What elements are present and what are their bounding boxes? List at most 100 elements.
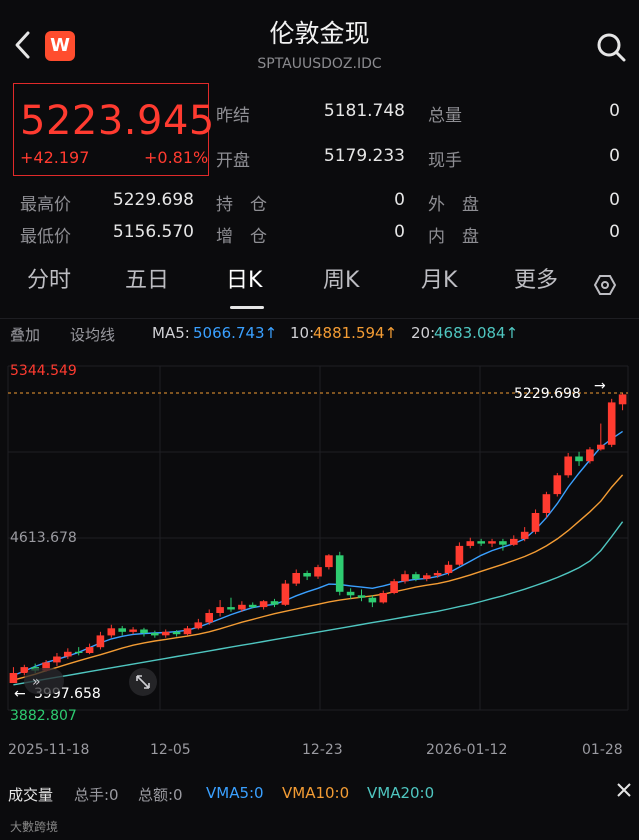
- candle-body: [248, 604, 257, 608]
- candle: [357, 589, 366, 602]
- candle-body: [151, 633, 159, 636]
- candle-body: [575, 456, 583, 462]
- price-box: [13, 83, 209, 176]
- expand-chart-button[interactable]: [129, 668, 157, 696]
- candle-body: [96, 635, 105, 648]
- candle: [401, 570, 409, 584]
- candle-body: [466, 541, 475, 546]
- set-ma-button[interactable]: 设均线: [70, 326, 116, 344]
- candle-body: [292, 573, 300, 584]
- y-axis-mid-label: 4613.678: [10, 530, 77, 546]
- candle-body: [607, 402, 616, 445]
- candle: [96, 631, 105, 650]
- overlay-button[interactable]: 叠加: [10, 326, 41, 344]
- candle-body: [183, 628, 192, 635]
- candle-body: [194, 622, 203, 629]
- candle-body: [335, 555, 344, 592]
- volume-title: 成交量: [8, 786, 54, 804]
- candle-body: [357, 595, 366, 598]
- candle: [325, 554, 333, 570]
- candle: [118, 625, 126, 636]
- back-button[interactable]: [12, 30, 34, 64]
- current-hand-value: 0: [609, 146, 620, 166]
- candle: [194, 618, 203, 630]
- candle-body: [107, 628, 116, 636]
- scroll-left-button[interactable]: »: [24, 668, 64, 694]
- y-axis-bottom-label: 3882.807: [10, 708, 77, 724]
- candle: [379, 590, 388, 604]
- candle-body: [161, 631, 170, 636]
- candle: [444, 561, 453, 576]
- search-icon: [597, 33, 626, 62]
- max-arrow-icon: →: [594, 378, 606, 394]
- candle-body: [74, 651, 83, 653]
- candlestick-chart[interactable]: 5344.549 4613.678 3882.807 5229.698 → ← …: [0, 352, 639, 760]
- candle: [564, 452, 572, 478]
- candle: [281, 580, 290, 606]
- candle-body: [379, 593, 388, 603]
- candle: [466, 537, 475, 549]
- double-chevron-icon: »: [32, 674, 41, 690]
- candle: [259, 600, 268, 610]
- candle-body: [140, 629, 148, 633]
- candle-body: [531, 513, 540, 532]
- ma20-label: 20:: [411, 324, 436, 342]
- outer-label: 外 盘: [428, 195, 479, 215]
- x-tick-label: 12-23: [302, 742, 343, 758]
- open-label: 开盘: [216, 151, 250, 171]
- candle: [248, 602, 257, 609]
- y-axis-top-label: 5344.549: [10, 363, 77, 379]
- open-value: 5179.233: [323, 146, 405, 166]
- ma5-value: 5066.743↑: [193, 324, 278, 342]
- total-volume-value: 0: [609, 101, 620, 121]
- tab-monthly-k[interactable]: 月K: [421, 268, 458, 293]
- tab-more[interactable]: 更多: [514, 268, 559, 293]
- candle-body: [20, 667, 29, 673]
- vma20-value: VMA20:0: [367, 784, 435, 802]
- candle-body: [542, 494, 551, 513]
- tab-intraday[interactable]: 分时: [27, 268, 72, 293]
- candle-body: [42, 662, 50, 671]
- candle: [238, 601, 246, 612]
- candle-body: [205, 613, 213, 623]
- candle-body: [346, 591, 355, 596]
- candle-body: [216, 607, 224, 613]
- tab-weekly-k[interactable]: 周K: [323, 268, 360, 293]
- close-volume-button[interactable]: [616, 782, 632, 802]
- tab-five-day[interactable]: 五日: [125, 268, 170, 293]
- candle: [455, 542, 464, 566]
- tab-daily-k[interactable]: 日K: [226, 268, 263, 293]
- tabs-divider: [0, 318, 639, 319]
- candle-body: [499, 541, 507, 545]
- total-volume-label: 总量: [428, 106, 462, 126]
- candle-body: [238, 604, 246, 610]
- candle-body: [85, 647, 94, 653]
- candle-body: [303, 573, 311, 577]
- ma10-line: [13, 474, 624, 681]
- settings-hexagon-icon: [593, 275, 617, 295]
- x-tick-label: 01-28: [582, 742, 623, 758]
- candle: [597, 423, 605, 451]
- candle: [553, 472, 562, 497]
- last-price: 5223.945: [20, 98, 215, 144]
- candle: [270, 598, 279, 608]
- candle: [227, 597, 235, 612]
- candle: [618, 393, 627, 411]
- candle-body: [412, 574, 420, 579]
- search-button[interactable]: [596, 32, 626, 66]
- candle: [20, 664, 29, 676]
- candle-body: [129, 629, 137, 632]
- candle: [183, 625, 192, 636]
- chart-settings-button[interactable]: [593, 274, 617, 300]
- candle: [542, 491, 551, 518]
- candle: [520, 527, 529, 542]
- ma10-label: 10:: [290, 324, 315, 342]
- x-tick-label: 2026-01-12: [426, 742, 507, 758]
- candle-body: [477, 541, 485, 544]
- high-value: 5229.698: [112, 190, 194, 210]
- current-hand-label: 现手: [428, 151, 462, 171]
- instrument-code: SPTAUUSDOZ.IDC: [257, 56, 382, 72]
- x-tick-label: 2025-11-18: [8, 742, 89, 758]
- candle: [607, 398, 616, 448]
- volume-total-amount: 总额:0: [138, 786, 183, 804]
